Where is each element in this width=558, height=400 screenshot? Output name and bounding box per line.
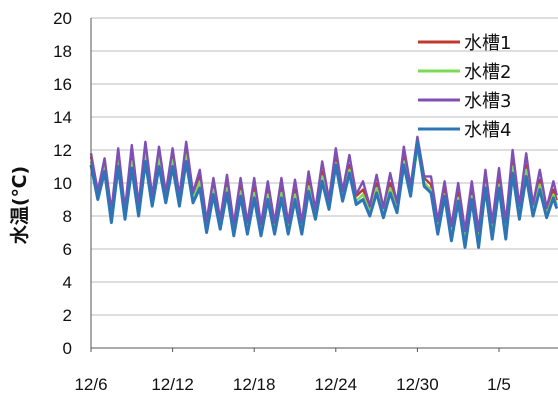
x-tick-label: 12/6 xyxy=(74,375,107,394)
series-line-4 xyxy=(89,140,558,249)
y-tick-label: 10 xyxy=(53,174,72,193)
series-line-3 xyxy=(89,135,558,233)
x-tick-label: 12/12 xyxy=(151,375,194,394)
legend-label: 水槽3 xyxy=(464,91,511,112)
series-lines xyxy=(89,135,558,249)
x-tick-label: 12/30 xyxy=(396,375,439,394)
y-tick-label: 18 xyxy=(53,42,72,61)
legend-label: 水槽4 xyxy=(464,120,511,141)
axes xyxy=(90,18,558,349)
legend-label: 水槽2 xyxy=(464,62,511,83)
y-tick-label: 8 xyxy=(63,207,72,226)
y-tick-labels: 0 2 4 6 8 10 12 14 16 18 20 xyxy=(53,9,72,358)
legend: 水槽1 水槽2 水槽3 水槽4 xyxy=(418,33,511,141)
x-tick-label: 12/18 xyxy=(233,375,276,394)
y-tick-label: 2 xyxy=(63,306,72,325)
y-tick-label: 4 xyxy=(63,273,72,292)
y-tick-label: 14 xyxy=(53,108,72,127)
y-tick-label: 0 xyxy=(63,339,72,358)
x-tick-label: 1/5 xyxy=(487,375,511,394)
legend-label: 水槽1 xyxy=(464,33,511,54)
y-tick-label: 20 xyxy=(53,9,72,28)
x-tick-labels: 12/6 12/12 12/18 12/24 12/30 1/5 xyxy=(74,348,511,394)
y-axis-title: 水温(℃) xyxy=(9,166,31,244)
y-tick-label: 16 xyxy=(53,75,72,94)
y-tick-label: 12 xyxy=(53,141,72,160)
y-tick-label: 6 xyxy=(63,240,72,259)
x-tick-label: 12/24 xyxy=(315,375,358,394)
